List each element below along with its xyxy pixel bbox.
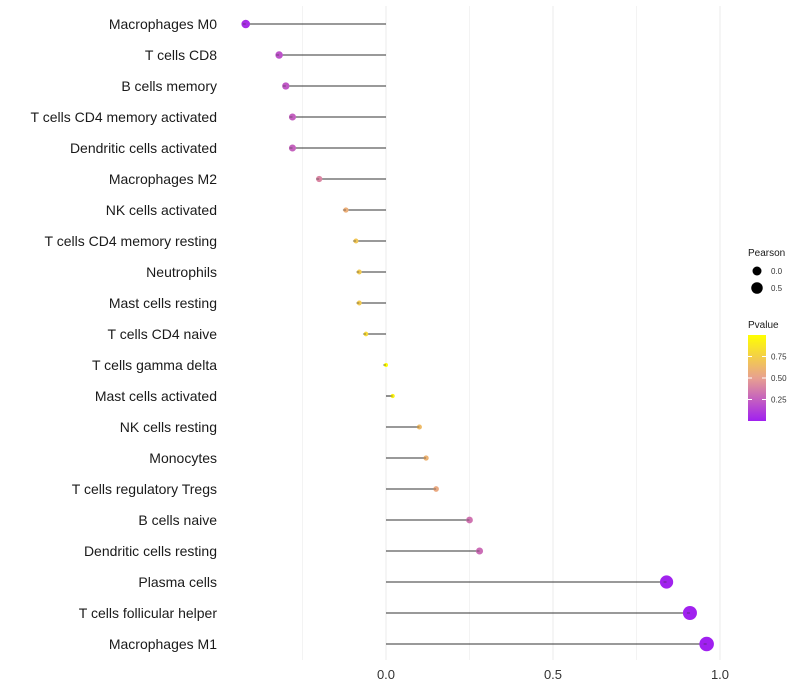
category-label: Mast cells resting — [109, 295, 217, 311]
x-axis-ticks: 0.0 0.5 1.0 — [377, 667, 729, 682]
point-layer — [241, 19, 714, 652]
x-tick-label: 0.5 — [544, 667, 562, 682]
category-label: NK cells resting — [120, 419, 217, 435]
color-legend-tick-label: 0.50 — [771, 374, 787, 383]
category-label: Macrophages M1 — [109, 636, 217, 652]
category-label: T cells CD4 memory activated — [31, 109, 217, 125]
size-legend-title: Pearson — [748, 248, 785, 259]
category-label: T cells gamma delta — [92, 357, 217, 373]
x-tick-label: 1.0 — [711, 667, 729, 682]
size-legend-label: 0.5 — [771, 284, 783, 293]
lollipop-point — [416, 424, 422, 430]
category-labels: Macrophages M0 T cells CD8 B cells memory T… — [31, 16, 218, 652]
size-legend-dot — [751, 282, 763, 294]
legend: Pearson 0.0 0.5 Pvalue 0.75 0.50 0.25 — [748, 248, 787, 421]
color-legend-tick-label: 0.75 — [771, 353, 787, 362]
category-label: B cells naive — [138, 512, 217, 528]
stem-layer — [245, 23, 707, 645]
category-label: NK cells activated — [106, 202, 217, 218]
category-label: Macrophages M2 — [109, 171, 217, 187]
color-legend-ticks: 0.75 0.50 0.25 — [748, 353, 787, 405]
category-label: T cells regulatory Tregs — [72, 481, 217, 497]
category-label: Monocytes — [149, 450, 217, 466]
color-legend-bar — [748, 335, 766, 421]
lollipop-point — [363, 331, 369, 337]
category-label: Dendritic cells activated — [70, 140, 217, 156]
size-legend-dot — [752, 266, 762, 276]
category-label: Dendritic cells resting — [84, 543, 217, 559]
category-label: T cells CD4 memory resting — [45, 233, 217, 249]
category-label: Mast cells activated — [95, 388, 217, 404]
size-legend-label: 0.0 — [771, 267, 783, 276]
category-label: Plasma cells — [138, 574, 217, 590]
category-label: T cells follicular helper — [79, 605, 218, 621]
size-legend-items: 0.0 0.5 — [751, 266, 783, 294]
category-label: B cells memory — [121, 78, 217, 94]
color-legend-tick-label: 0.25 — [771, 396, 787, 405]
category-label: T cells CD8 — [145, 47, 217, 63]
category-label: T cells CD4 naive — [108, 326, 218, 342]
category-label: Neutrophils — [146, 264, 217, 280]
x-tick-label: 0.0 — [377, 667, 395, 682]
category-label: Macrophages M0 — [109, 16, 217, 32]
color-legend-title: Pvalue — [748, 320, 779, 331]
